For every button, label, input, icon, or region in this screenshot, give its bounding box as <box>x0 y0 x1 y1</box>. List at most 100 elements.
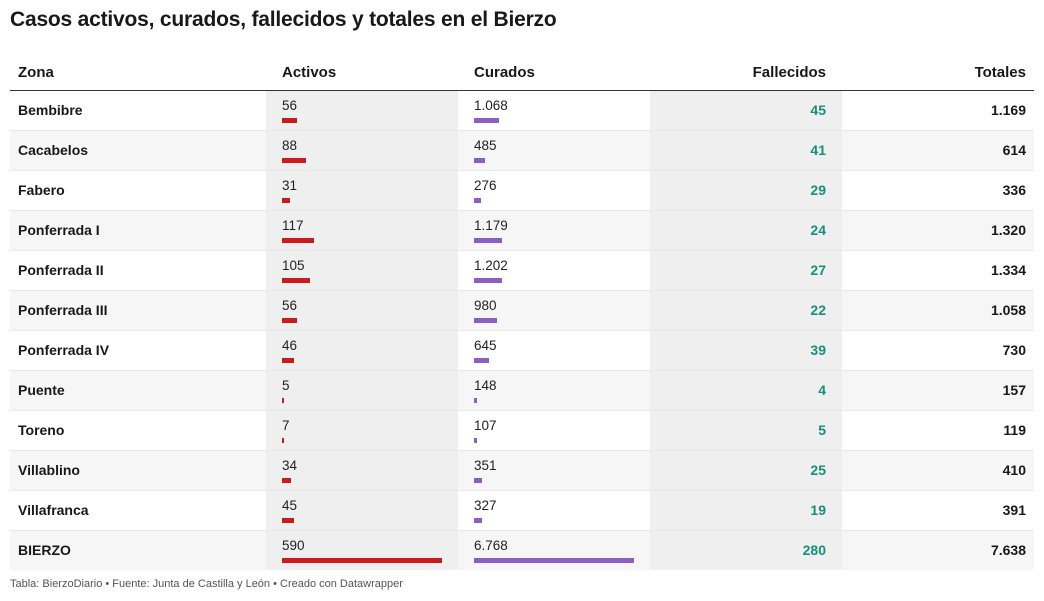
activos-bar <box>282 318 297 323</box>
activos-value: 105 <box>282 258 305 273</box>
curados-value: 980 <box>474 298 497 313</box>
curados-value: 351 <box>474 458 497 473</box>
fallecidos-column-shade <box>650 451 842 490</box>
cell-zona: Ponferrada IV <box>18 342 110 358</box>
curados-bar <box>474 438 477 443</box>
activos-value: 56 <box>282 298 298 313</box>
activos-column-shade <box>266 451 458 490</box>
header-activos[interactable]: Activos <box>282 64 337 81</box>
table-row: Puente 5 148 4 157 <box>10 371 1034 411</box>
cell-totales: 410 <box>1002 462 1026 478</box>
cell-zona: Villafranca <box>18 502 89 518</box>
cell-totales: 1.320 <box>990 222 1026 238</box>
table-row: Ponferrada I 117 1.179 24 1.320 <box>10 211 1034 251</box>
curados-bar <box>474 158 485 163</box>
cell-curados: 645 <box>474 331 634 370</box>
curados-value: 485 <box>474 138 497 153</box>
cell-totales: 391 <box>1002 502 1026 518</box>
fallecidos-column-shade <box>650 291 842 330</box>
cell-activos: 105 <box>282 251 442 290</box>
activos-value: 46 <box>282 338 298 353</box>
cell-fallecidos: 5 <box>818 422 826 438</box>
curados-value: 327 <box>474 498 497 513</box>
cell-curados: 1.202 <box>474 251 634 290</box>
cell-curados: 485 <box>474 131 634 170</box>
activos-value: 34 <box>282 458 298 473</box>
cell-activos: 7 <box>282 411 442 450</box>
table-row: Ponferrada II 105 1.202 27 1.334 <box>10 251 1034 291</box>
data-table: Zona Activos Curados Fallecidos Totales … <box>10 55 1034 570</box>
cell-totales: 157 <box>1002 382 1026 398</box>
cell-curados: 1.068 <box>474 91 634 130</box>
cell-zona: BIERZO <box>18 542 71 558</box>
curados-value: 276 <box>474 178 497 193</box>
curados-value: 148 <box>474 378 497 393</box>
cell-activos: 117 <box>282 211 442 250</box>
fallecidos-column-shade <box>650 211 842 250</box>
activos-column-shade <box>266 91 458 130</box>
activos-bar <box>282 158 306 163</box>
activos-bar <box>282 278 310 283</box>
fallecidos-column-shade <box>650 251 842 290</box>
cell-totales: 7.638 <box>990 542 1026 558</box>
cell-fallecidos: 19 <box>810 502 826 518</box>
cell-totales: 1.058 <box>990 302 1026 318</box>
table-row: Toreno 7 107 5 119 <box>10 411 1034 451</box>
table-row: Fabero 31 276 29 336 <box>10 171 1034 211</box>
cell-zona: Ponferrada I <box>18 222 100 238</box>
header-fallecidos[interactable]: Fallecidos <box>752 64 826 81</box>
cell-activos: 88 <box>282 131 442 170</box>
cell-zona: Villablino <box>18 462 80 478</box>
table-body: Bembibre 56 1.068 45 1.169 Cacabelos 88 485 41 61… <box>10 91 1034 570</box>
fallecidos-column-shade <box>650 91 842 130</box>
cell-totales: 614 <box>1002 142 1026 158</box>
activos-column-shade <box>266 411 458 450</box>
activos-column-shade <box>266 171 458 210</box>
fallecidos-column-shade <box>650 331 842 370</box>
cell-fallecidos: 29 <box>810 182 826 198</box>
curados-value: 107 <box>474 418 497 433</box>
cell-fallecidos: 25 <box>810 462 826 478</box>
activos-bar <box>282 198 290 203</box>
curados-bar <box>474 198 481 203</box>
table-row: Bembibre 56 1.068 45 1.169 <box>10 91 1034 131</box>
cell-fallecidos: 280 <box>802 542 826 558</box>
cell-totales: 336 <box>1002 182 1026 198</box>
cell-zona: Puente <box>18 382 65 398</box>
curados-value: 6.768 <box>474 538 508 553</box>
curados-bar <box>474 518 482 523</box>
cell-curados: 6.768 <box>474 531 634 570</box>
source-footer: Tabla: BierzoDiario • Fuente: Junta de C… <box>10 578 403 590</box>
cell-curados: 107 <box>474 411 634 450</box>
cell-fallecidos: 24 <box>810 222 826 238</box>
cell-zona: Ponferrada II <box>18 262 104 278</box>
cell-fallecidos: 41 <box>810 142 826 158</box>
activos-value: 7 <box>282 418 290 433</box>
curados-value: 645 <box>474 338 497 353</box>
fallecidos-column-shade <box>650 531 842 570</box>
cell-activos: 590 <box>282 531 442 570</box>
fallecidos-column-shade <box>650 171 842 210</box>
activos-value: 45 <box>282 498 298 513</box>
activos-column-shade <box>266 251 458 290</box>
table-row: Cacabelos 88 485 41 614 <box>10 131 1034 171</box>
table-header: Zona Activos Curados Fallecidos Totales <box>10 55 1034 91</box>
cell-curados: 148 <box>474 371 634 410</box>
table-row: Villablino 34 351 25 410 <box>10 451 1034 491</box>
activos-column-shade <box>266 131 458 170</box>
header-zona[interactable]: Zona <box>18 64 54 81</box>
header-curados[interactable]: Curados <box>474 64 535 81</box>
header-totales[interactable]: Totales <box>974 64 1026 81</box>
activos-bar <box>282 238 314 243</box>
table-row: BIERZO 590 6.768 280 7.638 <box>10 531 1034 570</box>
curados-value: 1.202 <box>474 258 508 273</box>
activos-column-shade <box>266 531 458 570</box>
cell-totales: 1.169 <box>990 102 1026 118</box>
fallecidos-column-shade <box>650 491 842 530</box>
activos-value: 88 <box>282 138 298 153</box>
cell-fallecidos: 39 <box>810 342 826 358</box>
activos-value: 5 <box>282 378 290 393</box>
cell-fallecidos: 4 <box>818 382 826 398</box>
chart-title: Casos activos, curados, fallecidos y tot… <box>10 8 557 31</box>
curados-bar <box>474 238 502 243</box>
